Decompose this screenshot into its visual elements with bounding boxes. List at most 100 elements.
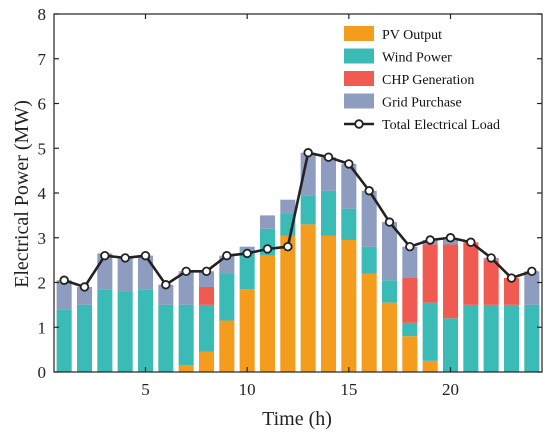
bar-chp-generation-21 (463, 242, 479, 305)
bar-grid-purchase-1 (56, 280, 72, 310)
load-point-14 (323, 152, 334, 162)
bar-pv-output-17 (381, 302, 398, 372)
bar-pv-output-15 (341, 239, 357, 372)
bar-grid-purchase-5 (137, 255, 154, 290)
bar-chp-generation-23 (503, 278, 520, 305)
bar-wind-power-23 (503, 304, 520, 373)
bar-chp-generation-22 (483, 260, 499, 305)
legend-swatch-chp-generation (344, 71, 374, 86)
bar-grid-purchase-18 (402, 246, 418, 279)
bar-wind-power-24 (524, 304, 540, 373)
load-point-23 (506, 273, 517, 283)
bar-wind-power-20 (442, 318, 459, 372)
load-point-16 (364, 186, 374, 196)
y-tick-label-5: 5 (38, 139, 47, 158)
bar-chp-generation-8 (198, 286, 215, 305)
x-tick-label-5: 5 (141, 380, 150, 399)
bar-pv-output-8 (198, 351, 215, 372)
bar-grid-purchase-6 (158, 284, 174, 305)
bar-chp-generation-19 (422, 244, 438, 303)
bar-wind-power-17 (381, 280, 398, 303)
bar-wind-power-13 (300, 195, 316, 225)
load-point-4 (120, 253, 130, 263)
bar-wind-power-8 (198, 304, 215, 352)
legend-swatch-wind-power (344, 48, 374, 64)
bar-grid-purchase-16 (361, 190, 377, 247)
bar-grid-purchase-2 (76, 286, 93, 305)
bar-grid-purchase-24 (524, 271, 540, 305)
load-point-9 (222, 250, 232, 261)
x-tick-label-10: 10 (239, 380, 256, 399)
load-point-1 (59, 275, 69, 285)
y-tick-label-8: 8 (38, 5, 47, 24)
x-axis-title: Time (h) (262, 408, 332, 430)
load-point-10 (242, 248, 252, 259)
load-point-8 (201, 266, 212, 277)
load-point-6 (161, 280, 171, 290)
bar-wind-power-19 (422, 302, 438, 361)
y-tick-label-2: 2 (38, 274, 47, 293)
y-tick-label-3: 3 (38, 229, 47, 248)
bar-wind-power-3 (97, 289, 113, 372)
bar-pv-output-18 (402, 336, 418, 372)
legend-label-grid-purchase: Grid Purchase (382, 96, 462, 111)
legend-marker-total-electrical-load (354, 119, 364, 129)
bar-pv-output-9 (219, 320, 235, 372)
bar-wind-power-22 (483, 304, 499, 373)
bar-grid-purchase-17 (381, 222, 398, 281)
legend: PV Output Wind Power CHP Generation Grid Pu… (344, 26, 500, 133)
load-line-layer (59, 148, 537, 292)
y-tick-label-6: 6 (38, 95, 47, 114)
load-point-22 (486, 253, 496, 263)
bar-pv-output-16 (361, 273, 377, 372)
y-tick-label-7: 7 (38, 50, 47, 69)
axes-layer: 0 1 2 3 4 5 6 7 8 5 10 15 20 (38, 5, 543, 399)
bar-wind-power-16 (361, 246, 377, 274)
x-tick-label-20: 20 (442, 380, 459, 399)
load-point-21 (466, 237, 476, 247)
bar-wind-power-18 (402, 322, 418, 337)
bar-wind-power-14 (320, 190, 337, 236)
bar-grid-purchase-13 (300, 152, 316, 196)
bar-chp-generation-18 (402, 278, 418, 323)
bar-pv-output-19 (422, 360, 438, 372)
bar-wind-power-6 (158, 304, 174, 373)
y-tick-label-4: 4 (38, 184, 47, 203)
load-point-13 (303, 148, 313, 158)
load-point-15 (344, 159, 354, 169)
bar-wind-power-15 (341, 208, 357, 240)
bar-wind-power-7 (178, 304, 194, 366)
bar-grid-purchase-4 (117, 257, 133, 292)
bar-pv-output-13 (300, 224, 316, 372)
bar-wind-power-9 (219, 273, 235, 321)
load-point-2 (79, 282, 90, 292)
bars-layer (56, 152, 540, 373)
legend-label-wind-power: Wind Power (382, 51, 452, 66)
bar-wind-power-5 (137, 289, 154, 372)
load-point-20 (445, 233, 456, 243)
load-point-19 (425, 235, 435, 245)
load-point-3 (100, 250, 110, 261)
bar-chp-generation-20 (442, 244, 459, 319)
legend-swatch-grid-purchase (344, 93, 374, 109)
bar-pv-output-11 (259, 255, 276, 372)
legend-swatch-pv-output (344, 26, 374, 41)
y-axis-title: Electrical Power (MW) (11, 100, 33, 288)
x-tick-label-15: 15 (340, 380, 357, 399)
y-tick-label-0: 0 (38, 363, 47, 382)
load-point-12 (283, 241, 293, 252)
load-point-5 (140, 250, 151, 261)
legend-label-pv-output: PV Output (382, 28, 442, 43)
load-line (63, 151, 533, 289)
bar-pv-output-14 (320, 235, 337, 372)
legend-label-total-electrical-load: Total Electrical Load (382, 118, 500, 133)
bar-wind-power-10 (239, 251, 255, 290)
load-point-7 (181, 266, 191, 277)
bar-grid-purchase-15 (341, 163, 357, 209)
bar-grid-purchase-11 (259, 215, 276, 229)
load-point-18 (405, 241, 415, 252)
bar-wind-power-4 (117, 291, 133, 372)
load-point-11 (262, 244, 273, 254)
load-point-24 (527, 266, 537, 277)
